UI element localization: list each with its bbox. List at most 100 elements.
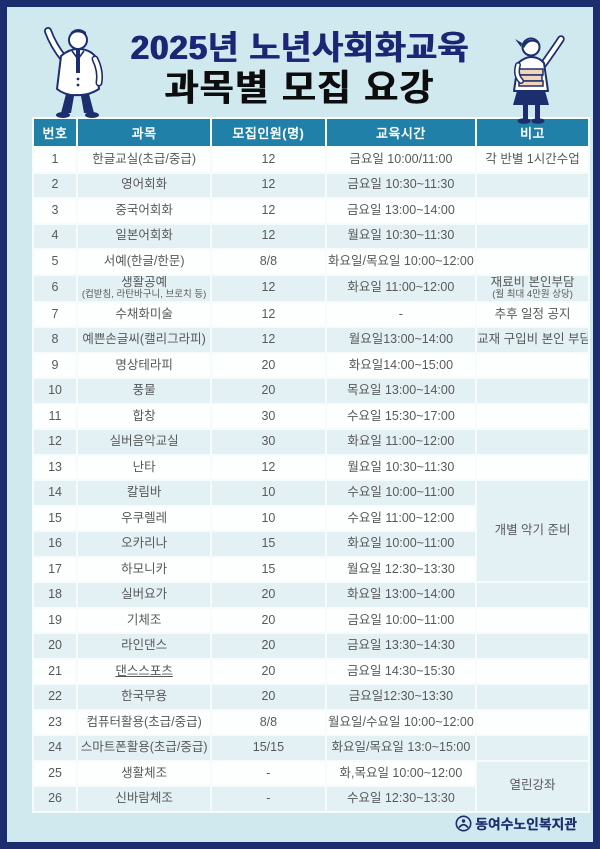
cell-time: 화요일 10:00~11:00: [326, 532, 476, 556]
table-row: 10 풍물 20 목요일 13:00~14:00: [34, 379, 588, 403]
cell-note: 추후 일정 공지: [477, 302, 588, 327]
cell-subject: 일본어회화: [78, 224, 211, 248]
cell-subject: 서예(한글/한문): [78, 250, 211, 274]
cell-capacity: 20: [212, 685, 325, 709]
cell-time: 금요일12:30~13:30: [326, 685, 476, 709]
cell-capacity: 12: [212, 224, 325, 248]
welfare-center-logo-text: 동여수노인복지관: [475, 817, 577, 832]
table-row: 22 한국무용 20 금요일12:30~13:30: [34, 685, 588, 709]
poster-title: 2025년 노년사회화교육 과목별 모집 요강: [7, 29, 593, 108]
table-row: 5 서예(한글/한문) 8/8 화요일/목요일 10:00~12:00: [34, 250, 588, 274]
cell-row-number: 10: [34, 379, 77, 403]
cell-subject: 컴퓨터활용(초급/중급): [78, 710, 211, 735]
cell-time: 화요일14:00~15:00: [326, 353, 476, 378]
table-row: 2 영어회화 12 금요일 10:30~11:30: [34, 173, 588, 197]
cell-subject: 생활체조: [78, 761, 211, 786]
cell-note: [477, 710, 588, 735]
cell-capacity: 20: [212, 634, 325, 658]
cell-capacity: 12: [212, 328, 325, 352]
cell-note: [477, 659, 588, 684]
cell-subject: 댄스스포츠: [78, 659, 211, 684]
cell-capacity: 12: [212, 275, 325, 301]
table-row: 8 예쁜손글씨(캘리그라피) 12 월요일13:00~14:00 교재 구입비 본인 부…: [34, 328, 588, 352]
cell-note: [477, 685, 588, 709]
cell-capacity: 20: [212, 353, 325, 378]
cell-note: 교재 구입비 본인 부담: [477, 328, 588, 352]
cell-time: 화,목요일 10:00~12:00: [326, 761, 476, 786]
cell-subject: 합창: [78, 404, 211, 429]
course-table: 번호 과목 모집인원(명) 교육시간 비고 1 한글교실(초급/중급) 12 금요일 …: [32, 117, 590, 813]
cell-capacity: 12: [212, 455, 325, 480]
cell-row-number: 2: [34, 173, 77, 197]
cell-capacity: -: [212, 761, 325, 786]
table-row: 4 일본어회화 12 월요일 10:30~11:30: [34, 224, 588, 248]
cell-subject: 명상테라피: [78, 353, 211, 378]
cell-capacity: 12: [212, 173, 325, 197]
cell-subject: 오카리나: [78, 532, 211, 556]
table-row: 21 댄스스포츠 20 금요일 14:30~15:30: [34, 659, 588, 684]
cell-note: [477, 173, 588, 197]
cell-capacity: 20: [212, 583, 325, 607]
cell-subject: 수채화미술: [78, 302, 211, 327]
cell-capacity: 12: [212, 302, 325, 327]
cell-row-number: 5: [34, 250, 77, 274]
cell-capacity: 30: [212, 404, 325, 429]
table-row: 12 실버음악교실 30 화요일 11:00~12:00: [34, 430, 588, 454]
cell-note: [477, 224, 588, 248]
cell-row-number: 3: [34, 199, 77, 223]
cell-time: 월요일/수요일 10:00~12:00: [326, 710, 476, 735]
cell-time: 수요일 15:30~17:00: [326, 404, 476, 429]
cell-time: 월요일 12:30~13:30: [326, 557, 476, 582]
cell-note: [477, 430, 588, 454]
cell-capacity: 30: [212, 430, 325, 454]
cell-subject: 예쁜손글씨(캘리그라피): [78, 328, 211, 352]
cell-row-number: 20: [34, 634, 77, 658]
cell-subject: 실버요가: [78, 583, 211, 607]
cell-subject: 라인댄스: [78, 634, 211, 658]
cell-note: [477, 634, 588, 658]
table-row: 15 우쿠렐레 10 수요일 11:00~12:00: [34, 506, 588, 531]
cell-subject: 우쿠렐레: [78, 506, 211, 531]
table-row: 1 한글교실(초급/중급) 12 금요일 10:00/11:00 각 반별 1시간수업: [34, 148, 588, 172]
cell-capacity: 12: [212, 199, 325, 223]
title-line-2: 과목별 모집 요강: [165, 66, 435, 108]
header-subject: 과목: [78, 119, 211, 146]
cell-row-number: 15: [34, 506, 77, 531]
cell-time: 금요일 14:30~15:30: [326, 659, 476, 684]
cell-note: [477, 199, 588, 223]
table-row: 7 수채화미술 12- 추후 일정 공지: [34, 302, 588, 327]
cell-note: [477, 583, 588, 607]
welfare-center-logo: 동여수노인복지관: [455, 813, 577, 833]
cell-time: -: [326, 302, 476, 327]
title-line-1: 2025년 노년사회화교육: [130, 29, 470, 66]
cell-note: 열린강좌: [477, 761, 588, 811]
cell-capacity: 15/15: [212, 736, 325, 760]
cell-time: 월요일 10:30~11:30: [326, 224, 476, 248]
header-time: 교육시간: [326, 119, 476, 146]
cell-subject: 중국어회화: [78, 199, 211, 223]
cell-note: [477, 250, 588, 274]
cell-time: 화요일/목요일 13:0~15:00: [326, 736, 476, 760]
course-table-body: 1 한글교실(초급/중급) 12 금요일 10:00/11:00 각 반별 1시간수업 2…: [34, 148, 588, 811]
table-row: 18 실버요가 20 화요일 13:00~14:00: [34, 583, 588, 607]
cell-row-number: 13: [34, 455, 77, 480]
cell-capacity: 20: [212, 659, 325, 684]
cell-note: 각 반별 1시간수업: [477, 148, 588, 172]
cell-row-number: 18: [34, 583, 77, 607]
table-row: 17 하모니카 15 월요일 12:30~13:30: [34, 557, 588, 582]
cell-subject: 영어회화: [78, 173, 211, 197]
cell-capacity: 12: [212, 148, 325, 172]
cell-time: 금요일 13:00~14:00: [326, 199, 476, 223]
table-row: 16 오카리나 15 화요일 10:00~11:00: [34, 532, 588, 556]
cell-subject: 기체조: [78, 608, 211, 633]
cell-row-number: 17: [34, 557, 77, 582]
cell-row-number: 11: [34, 404, 77, 429]
table-row: 23 컴퓨터활용(초급/중급) 8/8 월요일/수요일 10:00~12:00: [34, 710, 588, 735]
table-row: 6 생활공예 (컵받침, 라탄바구니, 브로치 등) 12 화요일 11:00~12:0…: [34, 275, 588, 301]
cell-time: 화요일 11:00~12:00: [326, 430, 476, 454]
cell-time: 목요일 13:00~14:00: [326, 379, 476, 403]
cell-row-number: 12: [34, 430, 77, 454]
cell-capacity: 10: [212, 481, 325, 505]
cell-row-number: 6: [34, 275, 77, 301]
